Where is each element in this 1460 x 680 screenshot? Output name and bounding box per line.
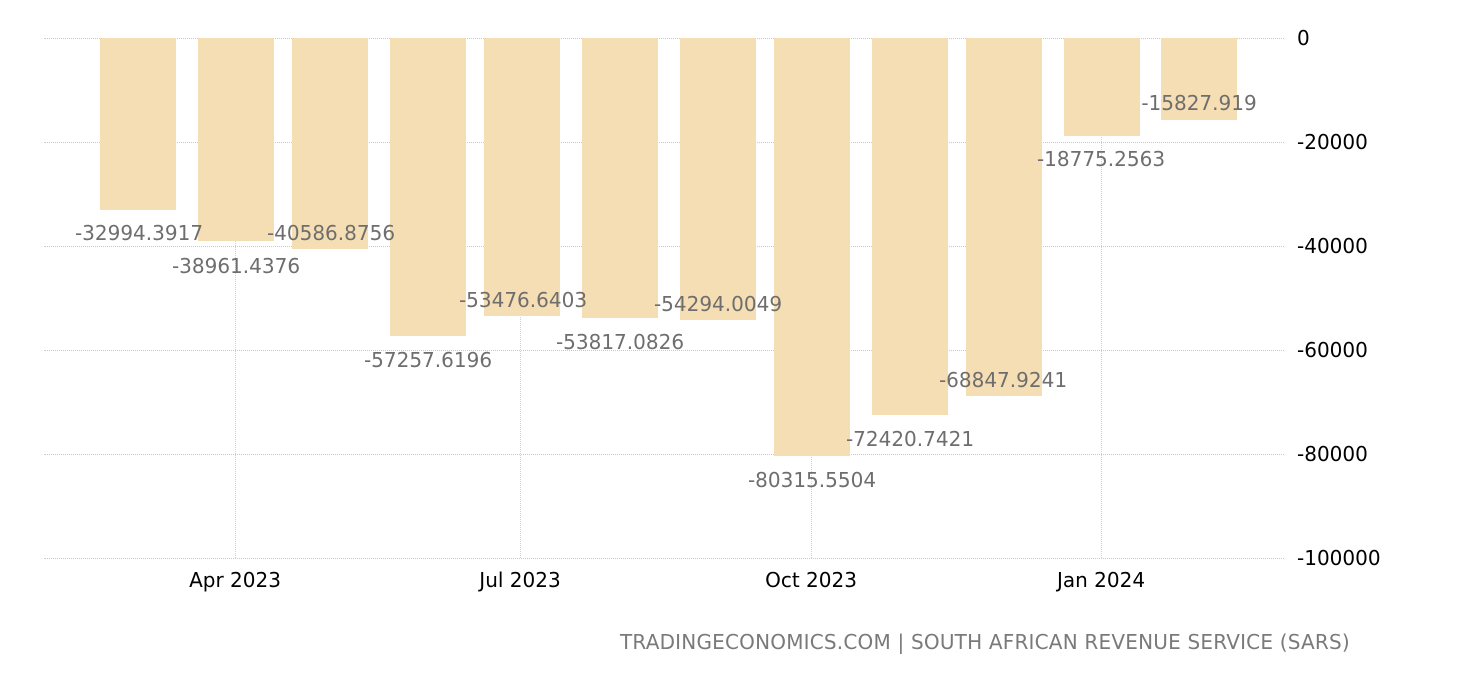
- y-tick: -100000: [1297, 546, 1381, 570]
- x-tick: Jan 2024: [1056, 568, 1146, 592]
- bar-feb-2023[interactable]: [100, 38, 176, 210]
- value-label: -57257.6196: [363, 348, 493, 372]
- x-tick: Apr 2023: [189, 568, 281, 592]
- y-tick: -20000: [1297, 130, 1368, 154]
- value-label: -18775.2563: [1036, 147, 1166, 171]
- bar-aug-2023[interactable]: [680, 38, 756, 320]
- value-label: -32994.3917: [74, 221, 204, 245]
- bar-sep-2023[interactable]: [774, 38, 850, 456]
- x-tick: Oct 2023: [765, 568, 857, 592]
- value-label: -68847.9241: [938, 368, 1068, 392]
- gridline-20000: [44, 142, 1284, 143]
- source-attribution: TRADINGECONOMICS.COM | SOUTH AFRICAN REV…: [620, 630, 1350, 654]
- gridline-60000: [44, 350, 1284, 351]
- gridline-0: [44, 38, 1284, 39]
- y-tick: -40000: [1297, 234, 1368, 258]
- gridline-x-jan-2024: [1101, 38, 1102, 558]
- bar-may-2023[interactable]: [390, 38, 466, 336]
- value-label: -53476.6403: [458, 288, 588, 312]
- y-tick: -60000: [1297, 338, 1368, 362]
- bar-jul-2023[interactable]: [582, 38, 658, 318]
- gridline-40000: [44, 246, 1284, 247]
- gridline-80000: [44, 454, 1284, 455]
- value-label: -80315.5504: [747, 468, 877, 492]
- bar-apr-2023[interactable]: [292, 38, 368, 249]
- value-label: -38961.4376: [171, 254, 301, 278]
- y-tick: 0: [1297, 26, 1310, 50]
- gridline-x-apr-2023: [235, 38, 236, 558]
- value-label: -72420.7421: [845, 427, 975, 451]
- value-label: -40586.8756: [266, 221, 396, 245]
- bar-mar-2023[interactable]: [198, 38, 274, 241]
- bar-dec-2023[interactable]: [1064, 38, 1140, 136]
- bar-jan-2024[interactable]: [1161, 38, 1237, 120]
- value-label: -15827.919: [1141, 91, 1257, 115]
- gridline-100000: [44, 558, 1284, 559]
- y-tick: -80000: [1297, 442, 1368, 466]
- bar-oct-2023[interactable]: [872, 38, 948, 415]
- value-label: -53817.0826: [555, 330, 685, 354]
- bar-jun-2023[interactable]: [484, 38, 560, 316]
- bar-nov-2023[interactable]: [966, 38, 1042, 396]
- value-label: -54294.0049: [653, 292, 783, 316]
- x-tick: Jul 2023: [479, 568, 561, 592]
